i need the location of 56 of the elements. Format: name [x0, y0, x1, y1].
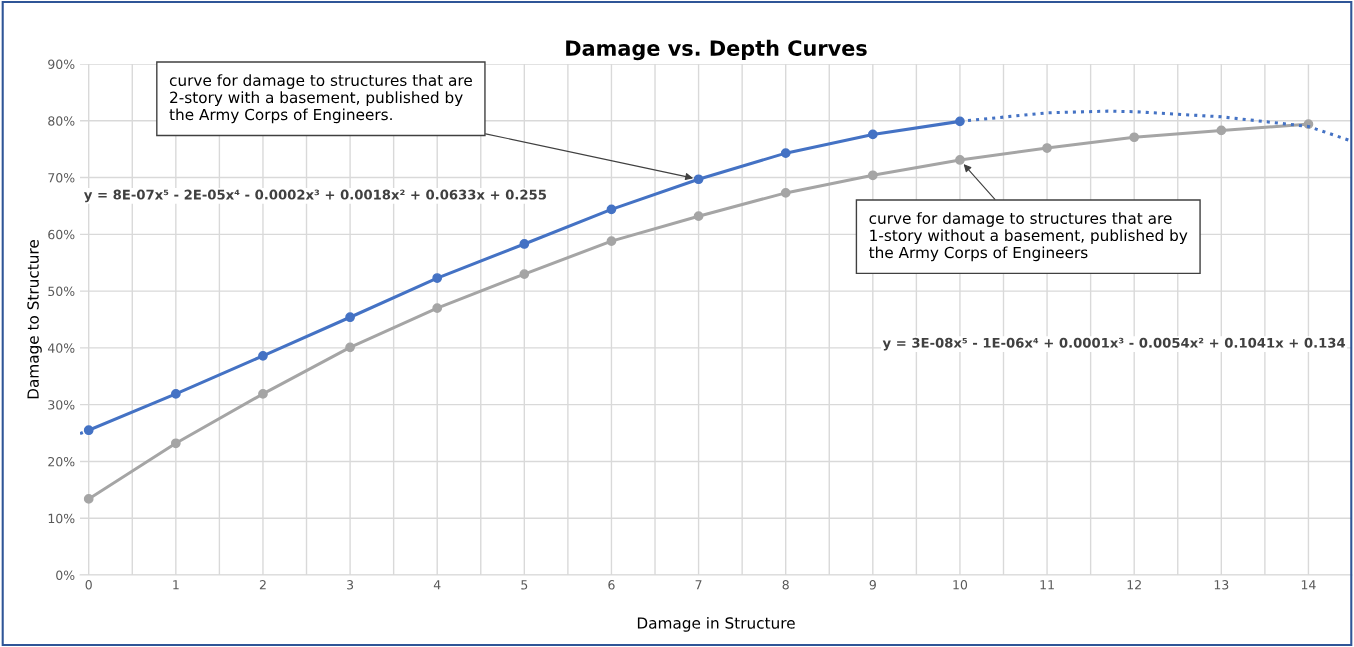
point	[83, 425, 94, 436]
x-tick-label: 0	[85, 580, 92, 590]
x-tick-label: 5	[521, 580, 528, 590]
x-tick-label: 13	[1214, 580, 1229, 590]
annotation: y = 8E-07x⁵ - 2E-05x⁴ - 0.0002x³ + 0.0018x² + 0.0633x + 0.255	[83, 189, 547, 203]
point	[432, 273, 443, 283]
y-tick-label: 40%	[47, 343, 75, 353]
chart-title: Damage vs. Depth Curves	[566, 39, 867, 61]
point	[170, 438, 181, 449]
y-tick-label: 10%	[48, 513, 75, 524]
point	[519, 269, 530, 279]
x-tick-label: 6	[608, 580, 615, 590]
point	[1216, 125, 1227, 136]
point	[432, 303, 443, 314]
x-tick-label: 12	[1127, 580, 1141, 590]
point	[867, 129, 878, 140]
x-tick-label: 8	[782, 580, 789, 590]
y-tick-label: 50%	[48, 286, 75, 297]
annotation: y = 3E-08x⁵ - 1E-06x⁴ + 0.0001x³ - 0.0054x² + 0.1041x + 0.134	[882, 337, 1346, 351]
y-tick-label: 90%	[48, 59, 75, 69]
point	[955, 155, 965, 165]
point	[83, 494, 94, 504]
y-axis-title: Damage to Structure	[27, 240, 42, 399]
x-tick-label: 3	[347, 580, 354, 590]
x-tick-label: 2	[259, 580, 266, 590]
point	[693, 174, 704, 185]
point	[867, 170, 878, 181]
y-tick-label: 60%	[48, 229, 75, 240]
annotation: curve for damage to structures that are 2-story with a basement, published by the Army Corps of Engineers.	[169, 74, 472, 124]
y-tick-label: 30%	[48, 400, 75, 410]
x-axis-title: Damage in Structure	[637, 616, 795, 632]
y-tick-label: 0%	[56, 570, 75, 580]
point	[606, 204, 617, 215]
x-tick-label: 9	[869, 580, 876, 590]
y-tick-label: 20%	[48, 456, 75, 467]
annotation: curve for damage to structures that are 1-story without a basement, published by the Army Corps of Engineers	[869, 212, 1188, 262]
point	[1042, 143, 1052, 153]
point	[170, 389, 181, 399]
point	[258, 350, 268, 361]
x-tick-label: 11	[1040, 580, 1054, 590]
y-tick-label: 80%	[48, 116, 75, 126]
point	[519, 239, 530, 249]
point	[606, 236, 617, 247]
point	[258, 389, 268, 399]
point	[1129, 132, 1140, 143]
point	[345, 312, 355, 323]
point	[345, 342, 355, 353]
x-tick-label: 4	[433, 580, 441, 590]
point	[693, 211, 704, 222]
point	[780, 188, 791, 198]
x-tick-label: 7	[695, 580, 702, 590]
x-tick-label: 14	[1301, 580, 1316, 590]
x-tick-label: 1	[173, 580, 179, 590]
y-tick-label: 70%	[48, 173, 75, 183]
point	[780, 148, 791, 159]
x-tick-label: 10	[953, 580, 968, 590]
